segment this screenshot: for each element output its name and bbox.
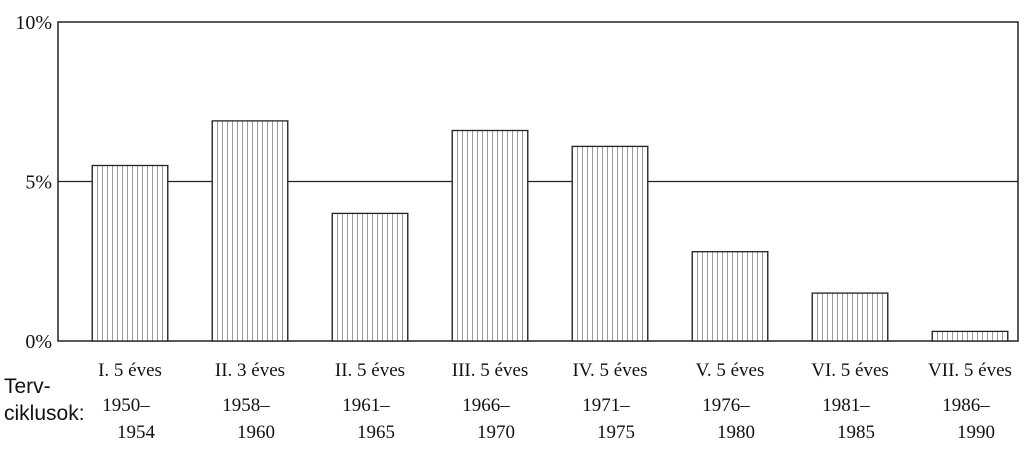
bar-4 <box>451 129 529 342</box>
y-tick-label-5: 5% <box>25 172 52 194</box>
x-label-years-start-1: 1950– <box>102 395 150 416</box>
x-label-years-end-1: 1954 <box>117 422 156 443</box>
x-label-years-end-2: 1960 <box>237 422 275 443</box>
y-tick-label-0: 0% <box>25 331 52 353</box>
x-label-years-start-5: 1971– <box>582 395 630 416</box>
row-label-line2: ciklusok: <box>4 402 85 425</box>
x-label-years-end-7: 1985 <box>837 422 875 443</box>
bar-3 <box>331 212 409 342</box>
x-label-cycle-6: V. 5 éves <box>696 360 765 381</box>
x-label-years-end-5: 1975 <box>597 422 635 443</box>
bar-8 <box>931 330 1009 342</box>
x-label-years-start-8: 1986– <box>942 395 990 416</box>
x-label-years-start-4: 1966– <box>462 395 510 416</box>
x-label-cycle-2: II. 3 éves <box>215 360 285 381</box>
x-label-years-start-2: 1958– <box>222 395 270 416</box>
x-label-years-end-3: 1965 <box>357 422 395 443</box>
x-label-years-start-7: 1981– <box>822 395 870 416</box>
x-label-years-start-3: 1961– <box>342 395 390 416</box>
x-label-cycle-1: I. 5 éves <box>98 360 162 381</box>
bar-7 <box>811 292 889 342</box>
x-label-years-end-4: 1970 <box>477 422 515 443</box>
x-label-years-end-6: 1980 <box>717 422 755 443</box>
x-label-cycle-4: III. 5 éves <box>452 360 529 381</box>
bars-group <box>91 120 1009 342</box>
x-label-cycle-8: VII. 5 éves <box>928 360 1012 381</box>
bar-6 <box>691 251 769 342</box>
y-tick-label-10: 10% <box>15 12 52 34</box>
x-axis-labels: I. 5 éves 1950– 1954 II. 3 éves 1958– 1960 II.… <box>98 360 1012 443</box>
x-label-years-start-6: 1976– <box>702 395 750 416</box>
bar-2 <box>211 120 289 342</box>
bar-5 <box>571 145 649 342</box>
x-label-cycle-7: VI. 5 éves <box>811 360 889 381</box>
row-label-line1: Terv- <box>4 375 51 398</box>
bar-1 <box>91 164 169 342</box>
x-label-cycle-3: II. 5 éves <box>335 360 405 381</box>
x-label-cycle-5: IV. 5 éves <box>572 360 647 381</box>
x-label-years-end-8: 1990 <box>957 422 995 443</box>
